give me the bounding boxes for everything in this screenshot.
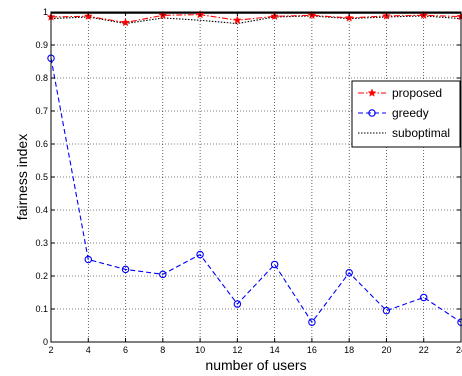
legend-item-proposed: proposed: [358, 86, 442, 100]
legend-item-greedy: greedy: [358, 106, 429, 120]
x-tick-label: 18: [344, 345, 354, 355]
series-layer: [46, 9, 462, 326]
series-greedy: [47, 54, 462, 326]
y-axis-label: fairness index: [14, 134, 30, 220]
y-tick-label: 0.6: [35, 139, 48, 149]
ticks: 2468101214161820222400.10.20.30.40.50.60…: [35, 7, 462, 355]
data-point: [308, 318, 316, 326]
data-point: [196, 250, 204, 259]
x-tick-label: 16: [307, 345, 317, 355]
x-tick-label: 14: [270, 345, 280, 355]
x-tick-label: 8: [160, 345, 165, 355]
y-tick-label: 0.3: [35, 238, 48, 248]
data-point: [344, 13, 354, 22]
y-tick-label: 0.7: [35, 106, 48, 116]
y-tick-label: 0.9: [35, 40, 48, 50]
legend-label: proposed: [392, 86, 442, 100]
y-tick-label: 0: [43, 337, 48, 347]
x-tick-label: 20: [381, 345, 391, 355]
x-tick-label: 6: [123, 345, 128, 355]
legend-marker: [368, 109, 376, 117]
y-tick-label: 0.5: [35, 172, 48, 182]
x-tick-label: 2: [48, 345, 53, 355]
legend-label: greedy: [392, 106, 429, 120]
data-point: [159, 270, 167, 279]
x-tick-label: 10: [195, 345, 205, 355]
data-point: [270, 260, 279, 269]
x-tick-label: 24: [456, 345, 462, 355]
data-point: [121, 17, 131, 27]
y-tick-label: 0.8: [35, 73, 48, 83]
x-axis-label: number of users: [205, 357, 306, 373]
series-line: [50, 58, 462, 324]
x-tick-label: 22: [419, 345, 429, 355]
data-point: [345, 268, 353, 277]
y-tick-label: 0.4: [35, 205, 48, 215]
data-point: [419, 293, 428, 302]
x-tick-label: 4: [86, 345, 91, 355]
y-tick-label: 0.2: [35, 271, 48, 281]
grid: [51, 12, 461, 342]
data-point: [84, 255, 93, 264]
data-point: [382, 306, 391, 315]
legend-item-suboptimal: suboptimal: [358, 126, 450, 140]
legend-marker: [367, 88, 377, 97]
legend: proposed greedy suboptimal: [351, 80, 461, 148]
y-tick-label: 0.1: [35, 304, 48, 314]
legend-label: suboptimal: [392, 126, 450, 140]
data-point: [232, 15, 242, 25]
data-point: [233, 300, 242, 308]
data-point: [121, 265, 130, 274]
x-tick-label: 12: [232, 345, 242, 355]
y-tick-label: 1: [43, 7, 48, 17]
